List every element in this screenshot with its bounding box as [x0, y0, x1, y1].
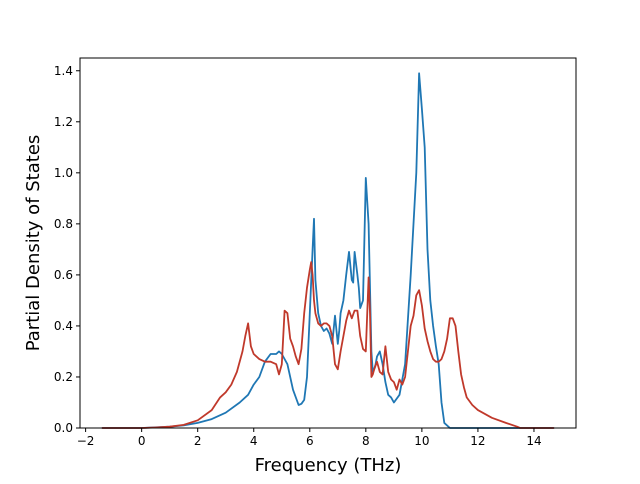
x-tick-label: −2 — [77, 434, 95, 448]
plot-area-frame — [79, 57, 577, 429]
x-tick-label: 4 — [250, 434, 258, 448]
x-tick-label: 6 — [306, 434, 314, 448]
series-line-2 — [101, 261, 555, 429]
y-tick-label: 0.2 — [54, 370, 73, 384]
x-tick-label: 8 — [362, 434, 370, 448]
x-tick-label: 12 — [470, 434, 485, 448]
y-tick-label: 1.2 — [54, 115, 73, 129]
y-tick-label: 0.8 — [54, 217, 73, 231]
y-tick-label: 0.0 — [54, 421, 73, 435]
x-tick-label: 10 — [414, 434, 429, 448]
y-tick-label: 1.0 — [54, 166, 73, 180]
series-line-1 — [101, 72, 555, 429]
series-layer — [101, 72, 555, 429]
y-tick-label: 0.4 — [54, 319, 73, 333]
y-axis-label: Partial Density of States — [23, 135, 44, 352]
y-tick-label: 0.6 — [54, 268, 73, 282]
x-axis-label: Frequency (THz) — [255, 455, 402, 476]
x-tick-label: 2 — [194, 434, 202, 448]
x-tick-label: 0 — [138, 434, 146, 448]
x-tick-label: 14 — [526, 434, 541, 448]
y-tick-label: 1.4 — [54, 64, 73, 78]
axis-layer: −2 0 2 4 6 8 10 12 14 0.0 0.2 0.4 0.6 0.8 1.0 1.2 1.4 — [54, 64, 542, 448]
